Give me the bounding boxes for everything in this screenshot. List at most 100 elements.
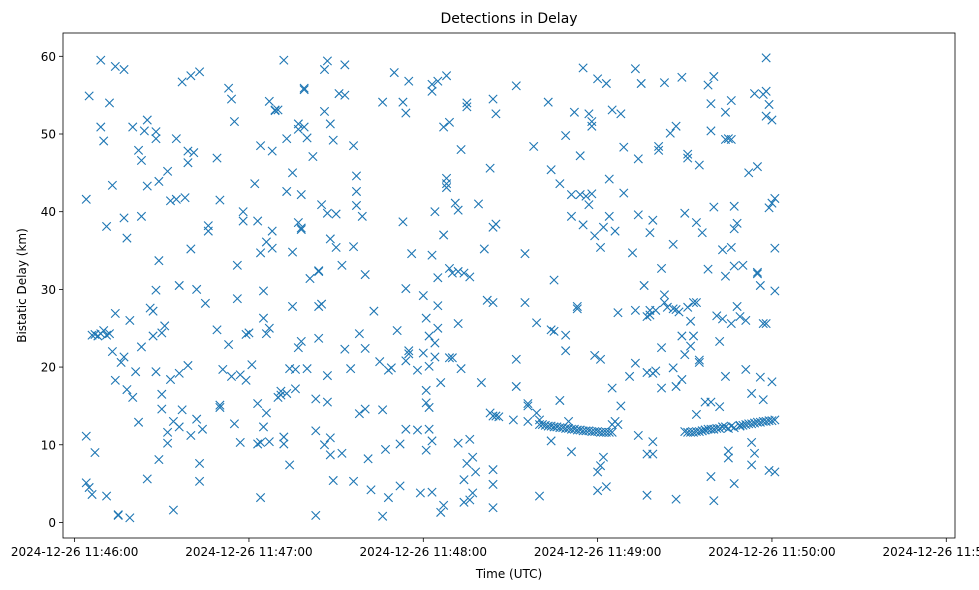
data-point (258, 422, 269, 432)
data-point (334, 89, 344, 99)
data-point (468, 452, 478, 462)
data-point (444, 263, 455, 273)
data-point (174, 422, 184, 432)
data-point (192, 284, 202, 294)
data-point (183, 158, 193, 168)
data-point (351, 200, 362, 211)
data-point (715, 402, 725, 412)
data-point (595, 242, 606, 253)
data-point (479, 244, 489, 254)
data-point (726, 134, 736, 145)
data-point (686, 316, 696, 326)
data-point (421, 445, 431, 455)
data-point (337, 448, 347, 458)
data-point (482, 295, 492, 305)
data-point (439, 122, 449, 132)
data-point (575, 151, 585, 161)
data-point (744, 168, 754, 178)
data-point (764, 203, 774, 213)
data-point (238, 207, 248, 217)
data-point (401, 356, 411, 366)
data-point (590, 231, 600, 241)
data-point (546, 165, 556, 175)
data-point (168, 505, 178, 515)
data-point (578, 220, 588, 230)
data-point (459, 497, 469, 507)
data-point (761, 86, 771, 96)
data-point (186, 71, 196, 81)
data-point (561, 330, 571, 340)
data-point (532, 318, 542, 328)
data-point (624, 371, 635, 381)
data-point (584, 200, 594, 210)
data-point (453, 438, 463, 448)
data-point (215, 400, 225, 410)
data-point (549, 275, 559, 285)
data-point (656, 263, 667, 273)
data-point (101, 330, 112, 340)
data-point (273, 105, 283, 115)
data-point (110, 308, 120, 319)
data-point (81, 478, 91, 488)
data-point (616, 401, 626, 411)
data-point (104, 329, 115, 339)
data-point (456, 144, 466, 155)
data-point (119, 213, 129, 223)
data-point (677, 374, 687, 385)
data-point (177, 77, 187, 87)
data-point (488, 94, 498, 104)
data-point (761, 318, 771, 329)
data-point (317, 299, 327, 309)
data-point (293, 343, 303, 353)
data-point (511, 381, 521, 392)
data-point (717, 245, 728, 255)
data-point (656, 383, 667, 393)
data-point (354, 329, 364, 339)
data-point (418, 291, 428, 301)
data-point (671, 381, 681, 392)
data-point (317, 200, 327, 210)
data-point (322, 371, 332, 381)
data-point (569, 107, 579, 117)
data-point (142, 181, 152, 191)
data-point (296, 224, 306, 235)
data-point (546, 325, 556, 335)
data-point (430, 352, 440, 362)
data-point (694, 355, 704, 365)
data-point (136, 211, 147, 221)
data-point (136, 342, 147, 352)
data-point (694, 357, 704, 368)
data-point (337, 260, 347, 270)
data-point (125, 513, 135, 523)
data-point (189, 148, 199, 158)
data-point (253, 216, 263, 226)
data-point (659, 298, 670, 308)
data-point (194, 476, 205, 486)
data-point (398, 97, 408, 107)
data-point (163, 166, 173, 176)
data-point (212, 153, 222, 163)
data-point (128, 122, 138, 132)
data-point (186, 430, 196, 441)
data-point (101, 491, 112, 501)
data-point (465, 495, 475, 505)
data-point (378, 97, 388, 107)
x-axis-label: Time (UTC) (475, 567, 542, 581)
data-point (122, 233, 132, 243)
data-point (293, 217, 303, 228)
data-point (717, 314, 728, 324)
data-point (244, 328, 254, 338)
data-point (584, 109, 594, 119)
data-point (258, 286, 269, 296)
data-point (720, 107, 731, 117)
data-point (616, 109, 626, 119)
data-point (433, 301, 443, 311)
data-point (340, 60, 350, 70)
data-point (578, 63, 588, 73)
data-point (639, 280, 649, 291)
data-point (427, 436, 437, 446)
data-point (459, 268, 469, 278)
data-point (235, 437, 245, 448)
data-point (566, 211, 577, 221)
data-point (133, 417, 144, 427)
